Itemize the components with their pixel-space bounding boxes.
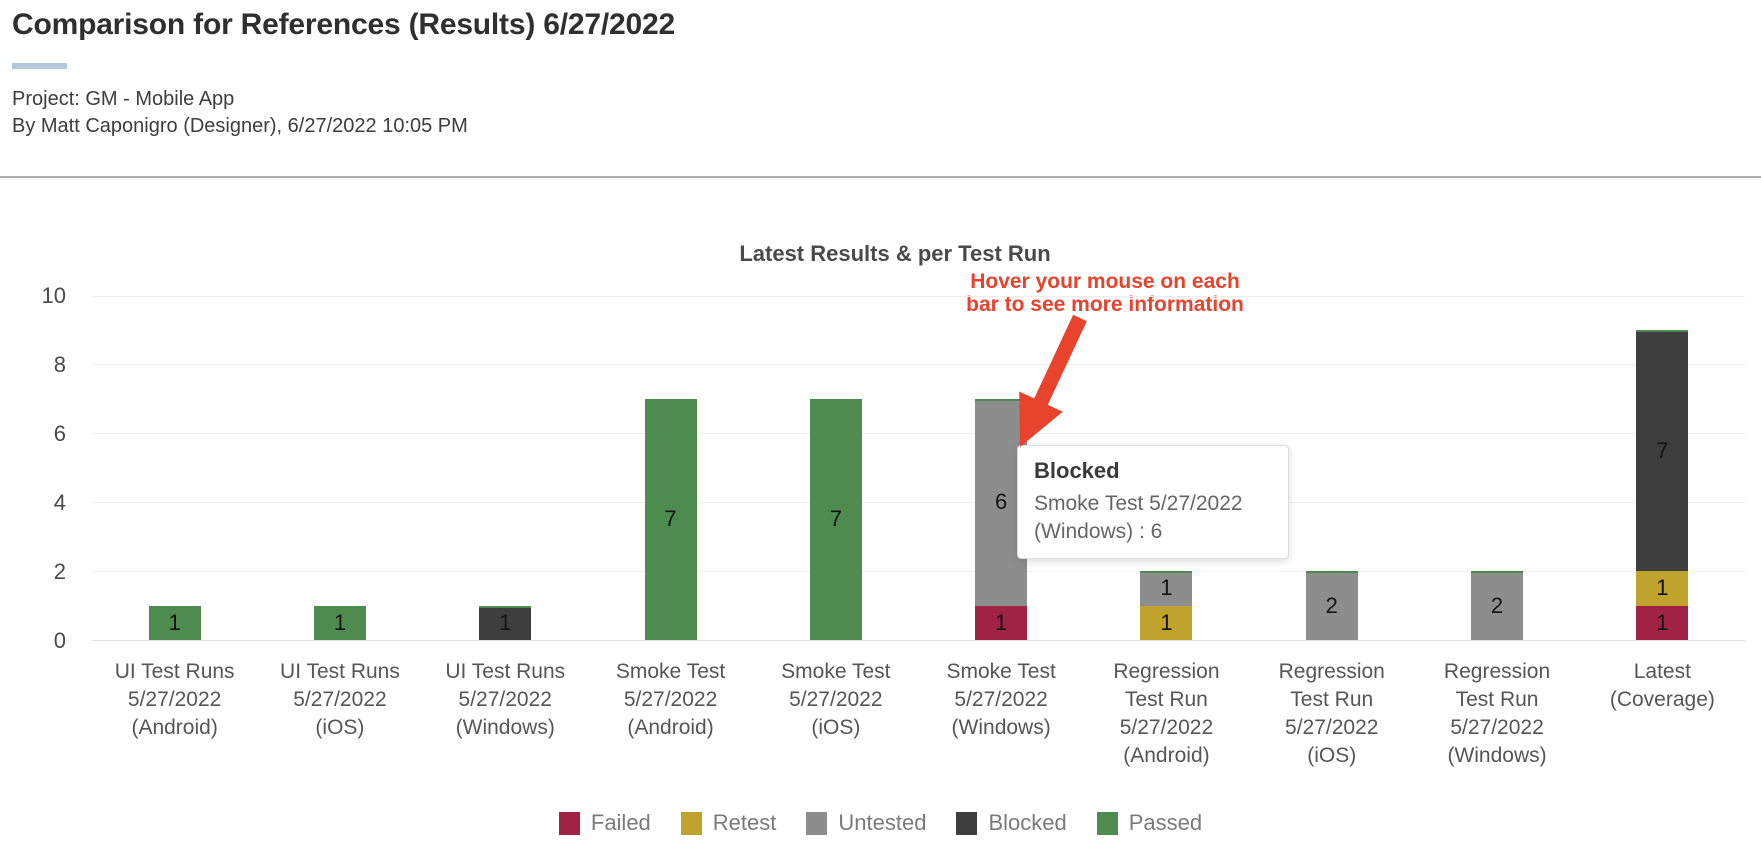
x-tick-label: Regression Test Run 5/27/2022 (iOS) [1278,660,1385,767]
bar-value-label: 1 [1656,609,1669,635]
bar-top-accent [1471,571,1524,574]
bar-top-accent [313,605,366,608]
bar-value-label: 1 [499,609,512,635]
legend-swatch [558,811,580,835]
bar-top-accent [975,398,1028,401]
bar-value-label: 1 [168,609,181,635]
x-tick-label: Smoke Test 5/27/2022 (Android) [615,660,726,739]
bar-value-label: 2 [1490,592,1504,618]
bar-top-accent [1140,571,1193,574]
chart-legend: Failed Retest Untested Blocked Passed [0,810,1761,836]
header-divider [0,176,1761,178]
gridline-y8 [92,364,1745,366]
bar-value-label: 1 [1160,575,1173,601]
bar-segment-untested[interactable]: 1 [1140,571,1193,606]
gridline-y10 [92,295,1745,297]
legend-item-failed[interactable]: Failed [558,810,651,836]
x-tick-label: Regression Test Run 5/27/2022 (Windows) [1443,660,1551,767]
x-tick-label: Smoke Test 5/27/2022 (Windows) [946,660,1056,739]
gridline-y2 [92,571,1745,573]
legend-label: Blocked [988,810,1067,835]
bar-segment-blocked[interactable]: 1 [479,605,532,640]
y-tick-label: 6 [53,420,66,446]
legend-swatch [956,811,978,835]
bar-top-accent [148,605,201,608]
bar-segment-passed[interactable]: 1 [313,605,366,640]
bar-segment-failed[interactable]: 1 [1636,605,1689,640]
gridline-y4 [92,502,1745,504]
legend-label: Retest [712,810,777,835]
legend-swatch [680,811,702,835]
chart-title: Latest Results & per Test Run [739,241,1051,266]
x-tick-label: Regression Test Run 5/27/2022 (Android) [1113,660,1220,767]
hover-annotation: Hover your mouse on each bar to see more … [966,270,1244,316]
bar-value-label: 1 [1160,609,1173,635]
bar-segment-blocked[interactable]: 7 [1636,329,1689,572]
bar-value-label: 7 [664,506,677,532]
bar-segment-untested[interactable]: 2 [1471,571,1524,640]
legend-item-blocked[interactable]: Blocked [956,810,1067,836]
bar-value-label: 1 [1656,575,1669,601]
gridline-y6 [92,433,1745,435]
legend-item-passed[interactable]: Passed [1096,810,1203,836]
y-tick-label: 8 [53,351,66,377]
y-tick-label: 2 [53,558,66,584]
tooltip: Blocked Smoke Test 5/27/2022 (Windows) :… [1017,445,1289,559]
tooltip-title: Blocked [1034,458,1120,483]
bar-value-label: 1 [333,609,347,635]
bar-value-label: 1 [995,609,1008,635]
bar-value-label: 6 [995,489,1008,515]
x-tick-label: Latest (Coverage) [1609,660,1715,711]
bar-top-accent [809,398,862,401]
bar-top-accent [644,398,697,401]
x-tick-label: UI Test Runs 5/27/2022 (Android) [114,660,235,739]
legend-swatch [1096,811,1118,835]
y-tick-label: 10 [41,283,66,308]
legend-label: Failed [590,810,651,835]
bar-top-accent [479,605,532,608]
title-accent-bar [12,63,67,69]
bar-segment-untested[interactable]: 2 [1305,571,1358,640]
bar-segment-passed[interactable]: 1 [148,605,201,640]
legend-swatch [806,811,828,835]
bar-segment-retest[interactable]: 1 [1636,571,1689,606]
legend-label: Passed [1128,810,1203,835]
report-meta: Project: GM - Mobile App By Matt Caponig… [12,86,468,140]
x-tick-label: UI Test Runs 5/27/2022 (iOS) [280,660,400,739]
bar-segment-passed[interactable]: 7 [644,398,697,640]
tooltip-body: Smoke Test 5/27/2022 (Windows) : 6 [1034,492,1243,543]
bar-top-accent [1305,571,1358,574]
gridline-y0 [92,640,1745,641]
bar-segment-failed[interactable]: 1 [975,605,1028,640]
bar-top-accent [1636,329,1689,332]
legend-label: Untested [838,810,927,835]
byline: By Matt Caponigro (Designer), 6/27/2022 … [12,115,468,137]
bar-value-label: 7 [1656,437,1669,463]
legend-item-retest[interactable]: Retest [680,810,777,836]
bar-value-label: 7 [829,506,842,532]
bar-segment-passed[interactable]: 7 [809,398,862,640]
x-tick-label: Smoke Test 5/27/2022 (iOS) [781,660,891,739]
page-title: Comparison for References (Results) 6/27… [12,8,675,41]
y-tick-label: 4 [53,489,66,515]
project-label: Project: GM - Mobile App [12,88,235,110]
y-tick-label: 0 [53,627,66,653]
results-bar-chart: Latest Results & per Test Run Hover your… [0,176,1761,859]
bar-value-label: 2 [1325,592,1338,618]
x-tick-label: UI Test Runs 5/27/2022 (Windows) [445,660,566,739]
legend-item-untested[interactable]: Untested [806,810,926,836]
bar-segment-retest[interactable]: 1 [1140,605,1193,640]
